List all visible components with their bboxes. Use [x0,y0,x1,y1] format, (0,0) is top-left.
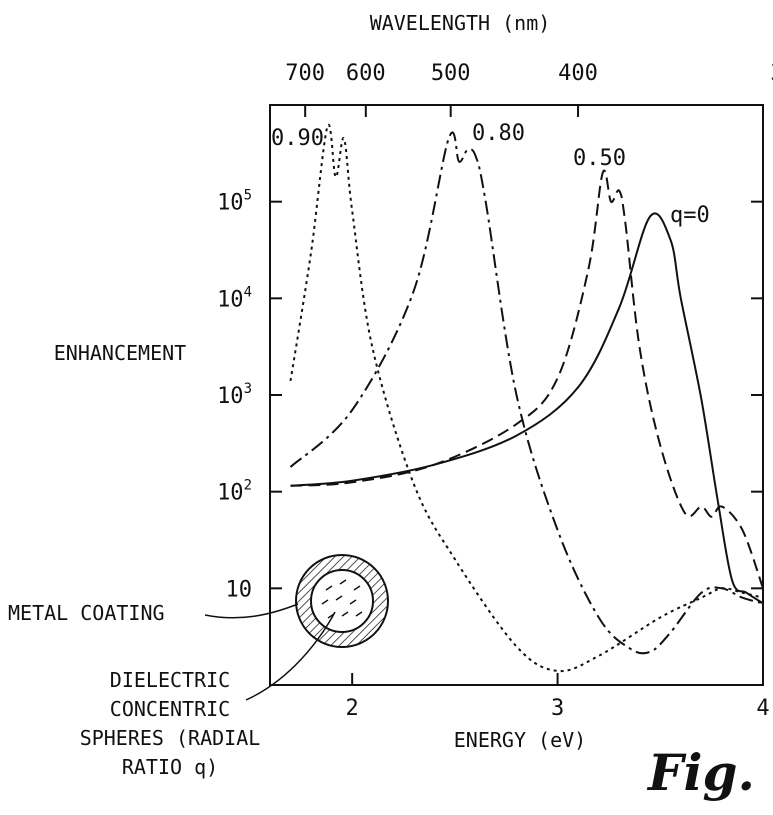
series-line-q-0 [290,212,764,605]
series-lines [289,123,764,673]
y-tick-label: 105 [217,188,252,216]
axis-ticks: 2 3 4 700 600 500 400 300 10 102 103 104 105 [217,61,773,721]
inset-label-line3: SPHERES (RADIAL [80,726,261,750]
x2-tick-label: 700 [285,61,325,86]
annotation-080: 0.80 [472,121,525,146]
annotation-090: 0.90 [271,126,324,151]
y-axis-title: ENHANCEMENT [54,341,186,365]
x-tick-label: 4 [756,696,769,721]
x2-tick-label: 300 [770,61,773,86]
inset-label-line1: DIELECTRIC [110,668,230,692]
annotation-050: 0.50 [573,146,626,171]
inset-label-line4: RATIO q) [122,755,218,779]
series-line-0-50 [290,169,764,589]
x-axis-title: ENERGY (eV) [454,728,586,752]
sphere-diagram [204,554,389,701]
x2-tick-label: 600 [346,61,386,86]
metal-coating-label: METAL COATING [8,601,165,625]
x2-tick-label: 400 [558,61,598,86]
dielectric-core [310,569,374,633]
top-axis-title: WAVELENGTH (nm) [370,11,551,35]
series-line-0-90 [289,123,764,673]
dielectric-leader [245,611,336,701]
series-line-0-80 [289,131,764,655]
y-tick-label: 10 [226,577,253,602]
annotation-q0: q=0 [670,203,710,228]
y-tick-label: 103 [217,381,252,409]
y-tick-label: 104 [217,284,252,312]
x-tick-label: 2 [346,696,359,721]
x-tick-label: 3 [551,696,564,721]
metal-coating-leader [204,603,299,619]
dielectric-dashes [321,579,363,619]
inset-label-line2: CONCENTRIC [110,697,230,721]
figure-label: Fig. [646,743,755,802]
x2-tick-label: 500 [431,61,471,86]
y-tick-label: 102 [217,478,252,506]
